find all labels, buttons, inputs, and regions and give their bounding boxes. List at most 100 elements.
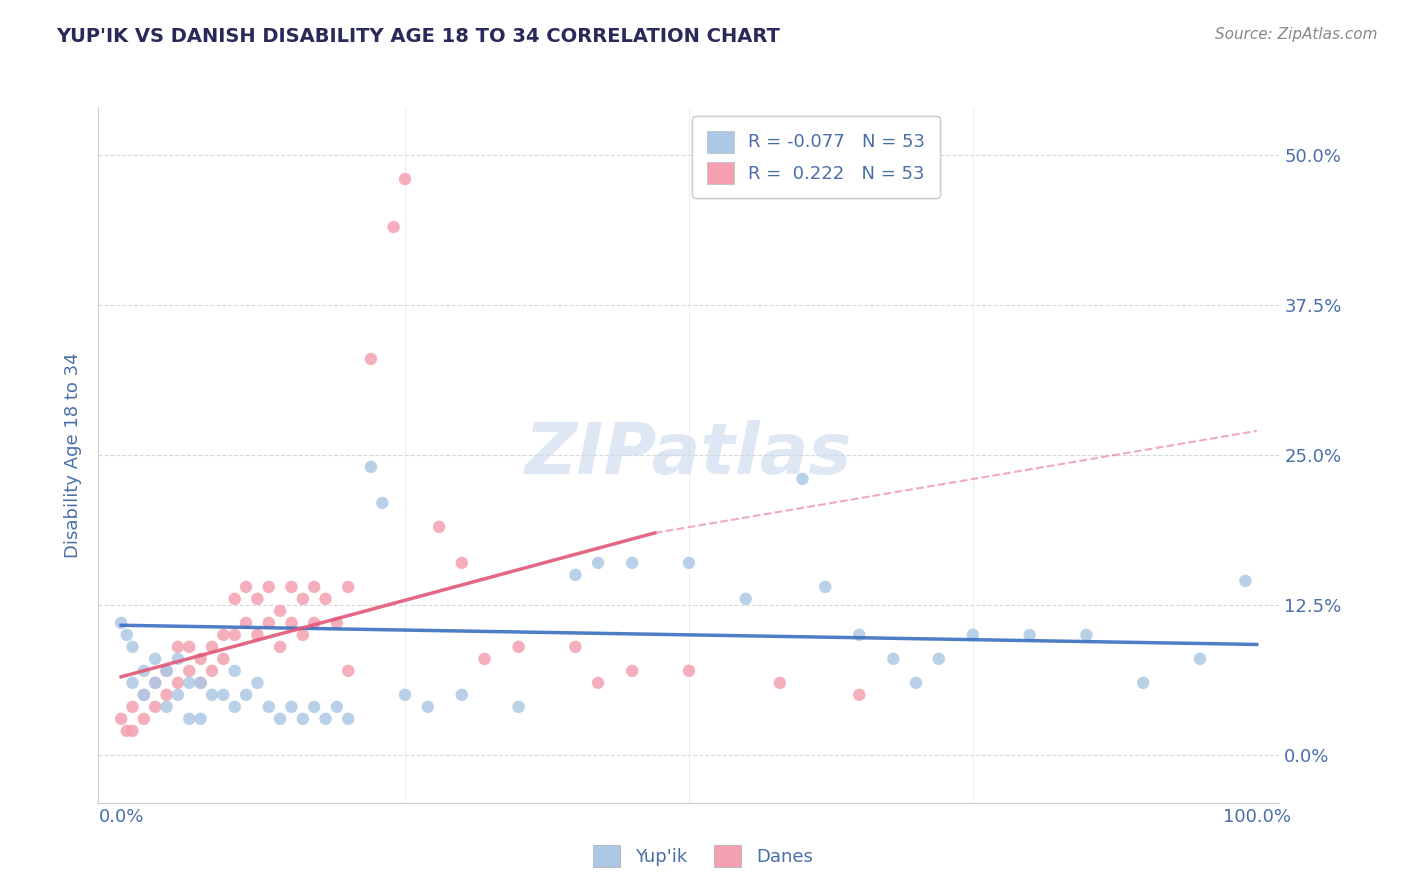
Point (179, 676, 201, 690)
Point (143, 676, 166, 690)
Point (1076, 628, 1098, 642)
Point (179, 640, 201, 654)
Point (1234, 574, 1257, 588)
Point (235, 688, 257, 702)
Point (302, 699, 325, 714)
Point (882, 652, 904, 666)
Point (678, 556, 700, 570)
Point (280, 580, 302, 594)
Point (302, 580, 325, 594)
Point (269, 604, 291, 618)
Point (224, 664, 246, 678)
Point (734, 591, 756, 606)
Point (792, 472, 814, 486)
Point (416, 699, 439, 714)
Point (155, 664, 177, 678)
Y-axis label: Disability Age 18 to 34: Disability Age 18 to 34 (65, 352, 83, 558)
Point (179, 664, 201, 678)
Point (155, 664, 177, 678)
Point (450, 556, 472, 570)
Point (450, 688, 472, 702)
Point (235, 580, 257, 594)
Point (1132, 676, 1154, 690)
Point (848, 628, 870, 642)
Point (132, 712, 155, 726)
Point (167, 652, 190, 666)
Point (928, 652, 950, 666)
Point (337, 664, 360, 678)
Legend: R = -0.077   N = 53, R =  0.222   N = 53: R = -0.077 N = 53, R = 0.222 N = 53 (692, 116, 939, 198)
Point (132, 664, 155, 678)
Point (201, 664, 224, 678)
Point (246, 628, 269, 642)
Point (337, 712, 360, 726)
Point (1018, 628, 1040, 642)
Point (302, 615, 325, 630)
Point (326, 699, 349, 714)
Point (315, 712, 337, 726)
Point (190, 676, 212, 690)
Point (115, 628, 138, 642)
Point (586, 676, 609, 690)
Point (235, 615, 257, 630)
Point (962, 628, 984, 642)
Point (360, 459, 382, 474)
Point (155, 688, 177, 702)
Point (212, 652, 235, 666)
Point (1188, 652, 1211, 666)
Point (337, 580, 360, 594)
Text: Source: ZipAtlas.com: Source: ZipAtlas.com (1215, 27, 1378, 42)
Point (394, 172, 416, 186)
Point (212, 628, 235, 642)
Point (190, 652, 212, 666)
Point (121, 723, 143, 738)
Point (508, 640, 530, 654)
Point (769, 676, 792, 690)
Point (121, 699, 143, 714)
Text: ZIPatlas: ZIPatlas (526, 420, 852, 490)
Point (678, 664, 700, 678)
Point (179, 712, 201, 726)
Point (224, 699, 246, 714)
Point (246, 676, 269, 690)
Point (110, 712, 132, 726)
Point (848, 688, 870, 702)
Point (586, 556, 609, 570)
Point (121, 676, 143, 690)
Point (291, 591, 314, 606)
Point (905, 676, 928, 690)
Point (167, 640, 190, 654)
Point (167, 688, 190, 702)
Legend: Yup'ik, Danes: Yup'ik, Danes (586, 838, 820, 874)
Point (143, 699, 166, 714)
Point (167, 676, 190, 690)
Point (360, 351, 382, 366)
Point (201, 640, 224, 654)
Point (246, 591, 269, 606)
Point (269, 640, 291, 654)
Point (212, 688, 235, 702)
Point (621, 664, 644, 678)
Point (143, 676, 166, 690)
Point (291, 628, 314, 642)
Point (371, 496, 394, 510)
Point (110, 615, 132, 630)
Point (280, 699, 302, 714)
Point (315, 591, 337, 606)
Point (326, 615, 349, 630)
Point (382, 219, 405, 234)
Point (132, 688, 155, 702)
Point (115, 723, 138, 738)
Point (269, 712, 291, 726)
Point (291, 712, 314, 726)
Point (394, 688, 416, 702)
Point (564, 640, 586, 654)
Point (474, 652, 496, 666)
Point (621, 556, 644, 570)
Point (427, 520, 450, 534)
Point (508, 699, 530, 714)
Point (224, 591, 246, 606)
Point (132, 688, 155, 702)
Point (190, 676, 212, 690)
Point (257, 615, 280, 630)
